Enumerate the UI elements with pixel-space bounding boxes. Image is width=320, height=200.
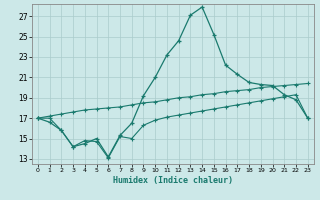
X-axis label: Humidex (Indice chaleur): Humidex (Indice chaleur) <box>113 176 233 185</box>
